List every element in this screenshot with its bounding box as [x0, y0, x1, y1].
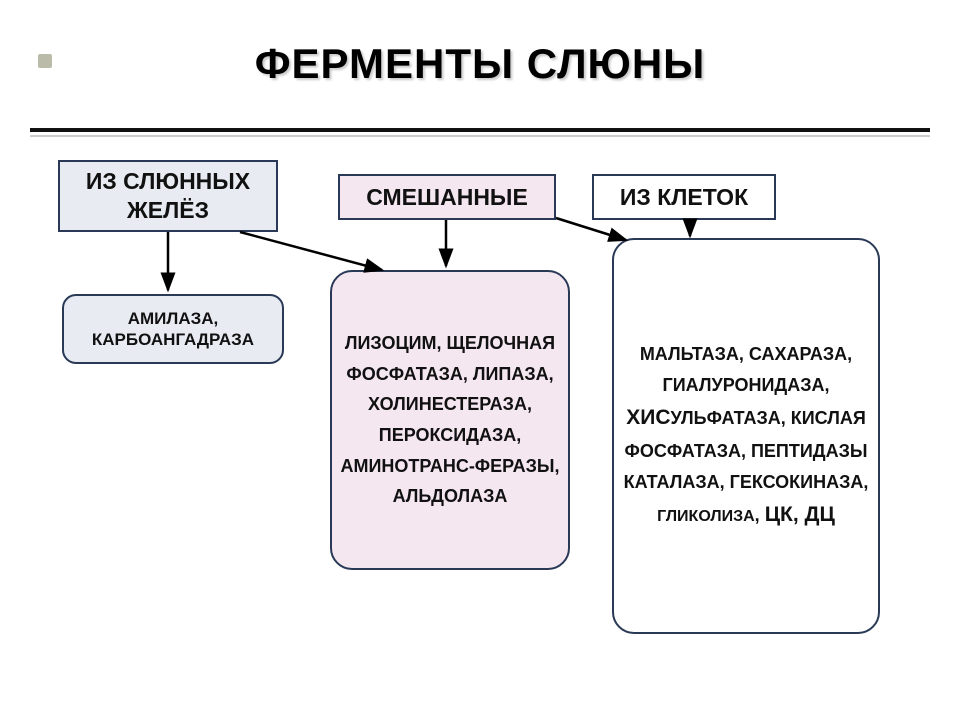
header-left: ИЗ СЛЮННЫХ ЖЕЛЁЗ: [58, 160, 278, 232]
page-title: ФЕРМЕНТЫ СЛЮНЫ: [0, 40, 960, 88]
body-middle: ЛИЗОЦИМ, ЩЕЛОЧНАЯ ФОСФАТАЗА, ЛИПАЗА, ХОЛ…: [330, 270, 570, 570]
header-right-text: ИЗ КЛЕТОК: [620, 183, 748, 212]
body-left: АМИЛАЗА, КАРБОАНГАДРАЗА: [62, 294, 284, 364]
divider-top: [30, 128, 930, 132]
body-right-text: МАЛЬТАЗА, САХАРАЗА, ГИАЛУРОНИДАЗА, ХИСУЛ…: [622, 339, 870, 533]
body-left-text: АМИЛАЗА, КАРБОАНГАДРАЗА: [72, 308, 274, 351]
title-area: ФЕРМЕНТЫ СЛЮНЫ: [0, 40, 960, 88]
header-middle: СМЕШАННЫЕ: [338, 174, 556, 220]
divider-bottom: [30, 135, 930, 137]
arrow-2: [240, 232, 382, 270]
header-right: ИЗ КЛЕТОК: [592, 174, 776, 220]
header-middle-text: СМЕШАННЫЕ: [366, 183, 528, 212]
arrow-4: [556, 218, 626, 240]
body-right: МАЛЬТАЗА, САХАРАЗА, ГИАЛУРОНИДАЗА, ХИСУЛ…: [612, 238, 880, 634]
body-middle-text: ЛИЗОЦИМ, ЩЕЛОЧНАЯ ФОСФАТАЗА, ЛИПАЗА, ХОЛ…: [340, 328, 560, 512]
header-left-text: ИЗ СЛЮННЫХ ЖЕЛЁЗ: [70, 167, 266, 225]
